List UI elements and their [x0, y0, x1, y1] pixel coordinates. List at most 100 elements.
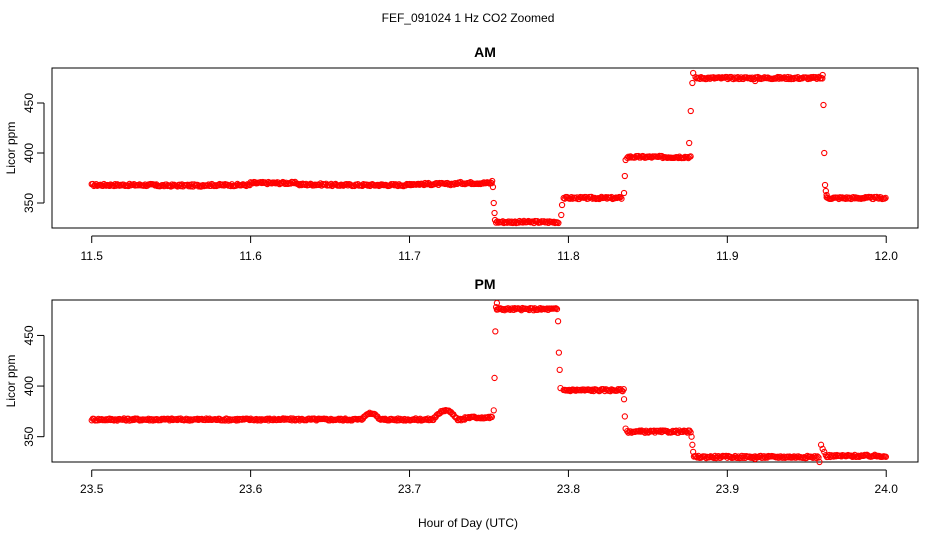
pm-data-point — [819, 445, 826, 452]
am-data-point — [821, 181, 829, 189]
pm-x-tick-label: 23.8 — [557, 482, 581, 496]
am-x-tick-label: 11.6 — [239, 249, 262, 263]
pm-y-tick-label: 400 — [22, 376, 36, 396]
am-data-points — [88, 69, 889, 227]
pm-data-point — [636, 427, 643, 434]
pm-data-point — [821, 448, 828, 456]
pm-y-axis-label: Licor ppm — [4, 355, 18, 408]
am-data-point — [617, 194, 624, 201]
am-title: AM — [474, 44, 496, 60]
am-data-point — [184, 181, 191, 188]
pm-data-point — [485, 413, 492, 420]
am-data-point — [687, 107, 694, 115]
am-data-point — [290, 179, 298, 187]
pm-data-point — [690, 448, 697, 456]
pm-data-point — [554, 318, 562, 325]
pm-data-point — [622, 425, 629, 432]
am-data-point — [620, 189, 628, 197]
am-x-tick-label: 11.7 — [398, 249, 421, 263]
pm-x-tick-label: 23.6 — [239, 482, 263, 496]
pm-data-point — [491, 374, 498, 382]
am-y-tick-label: 400 — [22, 143, 36, 163]
am-data-point — [775, 75, 783, 82]
pm-data-point — [553, 305, 561, 313]
pm-data-point — [621, 413, 628, 420]
am-y-axis-label: Licor ppm — [4, 122, 18, 175]
am-panel: AM Licor ppm 11.5 11.6 11.7 11.8 11.9 12.0 35… — [4, 44, 919, 263]
pm-data-point — [759, 454, 767, 461]
pm-data-point — [461, 416, 468, 423]
am-x-tick-label: 11.5 — [80, 249, 103, 263]
am-data-point — [690, 69, 697, 77]
pm-y-axis: 350 400 450 — [22, 325, 45, 447]
pm-data-point — [843, 452, 851, 459]
am-data-point — [689, 79, 696, 87]
pm-data-point — [689, 441, 696, 448]
figure-title: FEF_091024 1 Hz CO2 Zoomed — [382, 11, 555, 25]
pm-x-tick-label: 24.0 — [875, 482, 899, 496]
pm-data-point — [128, 417, 135, 424]
pm-data-point — [620, 396, 628, 403]
pm-data-point — [490, 407, 497, 414]
am-data-point — [882, 194, 889, 201]
pm-y-tick-label: 350 — [22, 426, 36, 446]
pm-data-point — [882, 453, 890, 460]
am-data-point — [558, 201, 566, 209]
am-data-point — [850, 194, 857, 201]
pm-x-tick-label: 23.5 — [80, 482, 104, 496]
am-x-tick-label: 12.0 — [875, 249, 899, 263]
am-data-point — [621, 172, 628, 180]
am-data-point — [490, 199, 497, 207]
pm-data-point — [492, 303, 500, 311]
am-y-tick-label: 450 — [22, 93, 36, 113]
am-x-tick-label: 11.8 — [557, 249, 580, 263]
am-data-point — [836, 194, 844, 201]
pm-title: PM — [475, 276, 496, 292]
pm-data-point — [456, 415, 464, 423]
pm-data-point — [274, 416, 281, 424]
pm-data-point — [814, 453, 821, 460]
am-data-point — [819, 75, 826, 82]
pm-plot-frame — [51, 299, 919, 463]
am-data-point — [820, 101, 827, 109]
pm-data-point — [555, 349, 563, 356]
am-plot-frame — [51, 67, 919, 229]
am-data-point — [684, 153, 691, 161]
am-data-point — [488, 177, 496, 185]
pm-data-point — [492, 328, 499, 335]
am-data-point — [821, 149, 828, 157]
am-data-point — [491, 209, 498, 217]
pm-data-point — [382, 415, 389, 422]
pm-data-point — [817, 441, 825, 448]
am-data-point — [819, 71, 826, 79]
pm-data-point — [688, 433, 695, 440]
pm-data-point — [557, 384, 564, 392]
am-data-point — [622, 156, 629, 164]
x-axis-label: Hour of Day (UTC) — [418, 516, 518, 530]
am-data-point — [618, 195, 625, 202]
am-y-tick-label: 350 — [22, 193, 36, 213]
pm-data-point — [380, 416, 388, 423]
pm-x-tick-label: 23.7 — [398, 482, 422, 496]
am-x-tick-label: 11.9 — [716, 249, 739, 263]
pm-data-point — [813, 454, 820, 462]
am-data-point — [686, 139, 693, 147]
pm-x-axis: 23.5 23.6 23.7 23.8 23.9 24.0 — [80, 469, 899, 496]
am-x-axis: 11.5 11.6 11.7 11.8 11.9 12.0 — [80, 235, 899, 263]
pm-panel: PM Licor ppm 23.5 23.6 23.7 23.8 23.9 24.0 35… — [4, 276, 919, 496]
pm-data-point — [751, 455, 759, 463]
pm-data-point — [379, 415, 387, 422]
pm-data-point — [493, 299, 501, 307]
am-y-axis: 350 400 450 — [22, 93, 45, 213]
am-data-point — [491, 216, 499, 224]
pm-x-tick-label: 23.9 — [716, 482, 740, 496]
pm-data-point — [687, 429, 694, 436]
pm-data-point — [488, 413, 495, 421]
pm-data-point — [815, 454, 822, 461]
pm-data-points — [88, 299, 890, 466]
am-data-point — [823, 191, 830, 199]
am-data-point — [555, 219, 562, 227]
am-data-point — [185, 183, 192, 190]
pm-data-point — [395, 417, 403, 424]
am-data-point — [558, 211, 565, 219]
